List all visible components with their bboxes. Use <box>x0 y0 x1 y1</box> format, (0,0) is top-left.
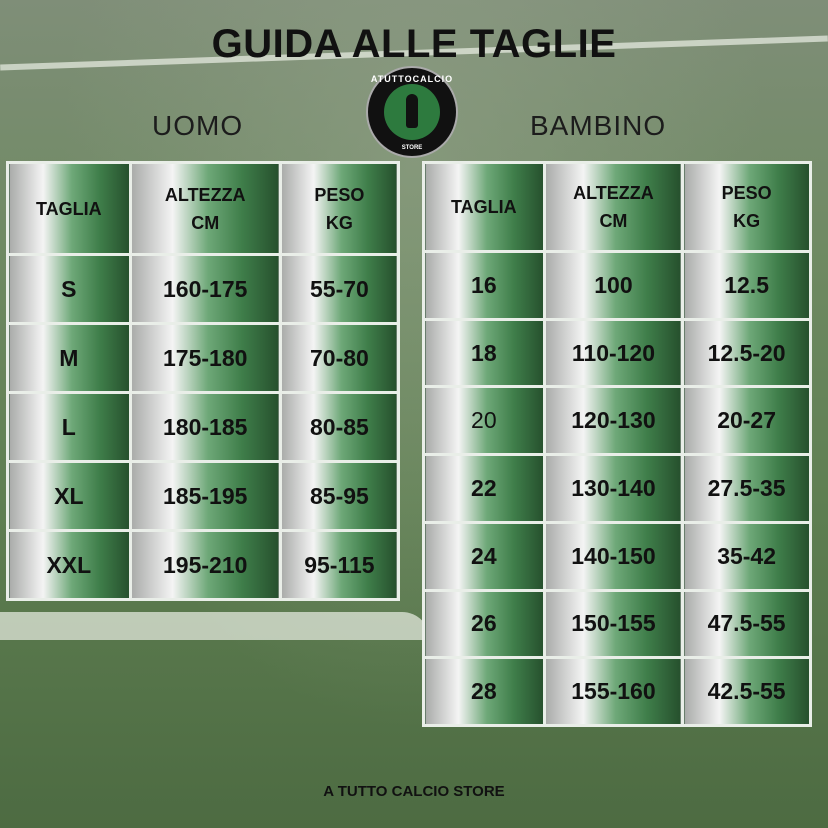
store-logo: ATUTTOCALCIO STORE <box>366 66 458 158</box>
table-cell: 55-70 <box>278 253 401 325</box>
table-cell: 27.5-35 <box>681 453 812 524</box>
player-icon <box>406 94 418 128</box>
table-cell: 18 <box>422 317 546 389</box>
table-row: M 175-180 70-80 <box>6 322 401 394</box>
bambino-size-table: TAGLIA ALTEZZA CM PESO KG 16 100 12.5 18 110-120 1… <box>422 161 812 727</box>
table-cell: 180-185 <box>128 391 282 463</box>
table-cell: M <box>6 322 132 394</box>
table-cell: 85-95 <box>278 460 401 532</box>
table-cell: 130-140 <box>542 453 685 524</box>
table-row: L 180-185 80-85 <box>6 391 401 463</box>
header-cell: ALTEZZA CM <box>128 161 282 256</box>
table-cell: 100 <box>542 250 685 321</box>
table-cell: 12.5-20 <box>681 317 812 389</box>
header-cell: PESO KG <box>681 161 812 253</box>
table-cell: 35-42 <box>681 520 812 592</box>
footer-text: A TUTTO CALCIO STORE <box>323 783 505 800</box>
table-cell: 20-27 <box>681 385 812 457</box>
header-cell: TAGLIA <box>422 161 546 253</box>
table-cell: 195-210 <box>128 529 282 601</box>
table-row: S 160-175 55-70 <box>6 253 401 325</box>
table-row: XL 185-195 85-95 <box>6 460 401 532</box>
table-cell: L <box>6 391 132 463</box>
table-row: 24 140-150 35-42 <box>422 520 812 592</box>
table-cell: 20 <box>422 385 546 457</box>
header-row: TAGLIA ALTEZZA CM PESO KG <box>422 161 812 253</box>
table-row: 22 130-140 27.5-35 <box>422 453 812 524</box>
table-cell: 70-80 <box>278 322 401 394</box>
uomo-heading: UOMO <box>152 110 244 141</box>
table-cell: 140-150 <box>542 520 685 592</box>
table-cell: 12.5 <box>681 250 812 321</box>
table-cell: 28 <box>422 656 546 727</box>
table-cell: 175-180 <box>128 322 282 394</box>
bambino-heading: BAMBINO <box>530 110 667 141</box>
table-row: 16 100 12.5 <box>422 250 812 321</box>
table-cell: XXL <box>6 529 132 601</box>
table-cell: 24 <box>422 520 546 592</box>
table-row: 20 120-130 20-27 <box>422 385 812 457</box>
table-cell: 120-130 <box>542 385 685 457</box>
table-cell: 47.5-55 <box>681 588 812 660</box>
page-title: GUIDA ALLE TAGLIE <box>211 22 617 66</box>
table-cell: 185-195 <box>128 460 282 532</box>
table-cell: S <box>6 253 132 325</box>
header-cell: PESO KG <box>278 161 401 256</box>
uomo-size-table: TAGLIA ALTEZZA CM PESO KG S 160-175 55-70 M 175-1… <box>6 161 401 601</box>
header-row: TAGLIA ALTEZZA CM PESO KG <box>6 161 401 256</box>
table-row: XXL 195-210 95-115 <box>6 529 401 601</box>
table-row: 18 110-120 12.5-20 <box>422 317 812 389</box>
table-cell: 95-115 <box>278 529 401 601</box>
table-cell: 26 <box>422 588 546 660</box>
table-row: 28 155-160 42.5-55 <box>422 656 812 727</box>
table-cell: 155-160 <box>542 656 685 727</box>
table-cell: XL <box>6 460 132 532</box>
table-cell: 22 <box>422 453 546 524</box>
table-cell: 80-85 <box>278 391 401 463</box>
table-row: 26 150-155 47.5-55 <box>422 588 812 660</box>
table-cell: 160-175 <box>128 253 282 325</box>
table-cell: 150-155 <box>542 588 685 660</box>
table-cell: 110-120 <box>542 317 685 389</box>
table-cell: 42.5-55 <box>681 656 812 727</box>
field-line <box>0 612 430 640</box>
table-cell: 16 <box>422 250 546 321</box>
header-cell: ALTEZZA CM <box>542 161 685 253</box>
header-cell: TAGLIA <box>6 161 132 256</box>
